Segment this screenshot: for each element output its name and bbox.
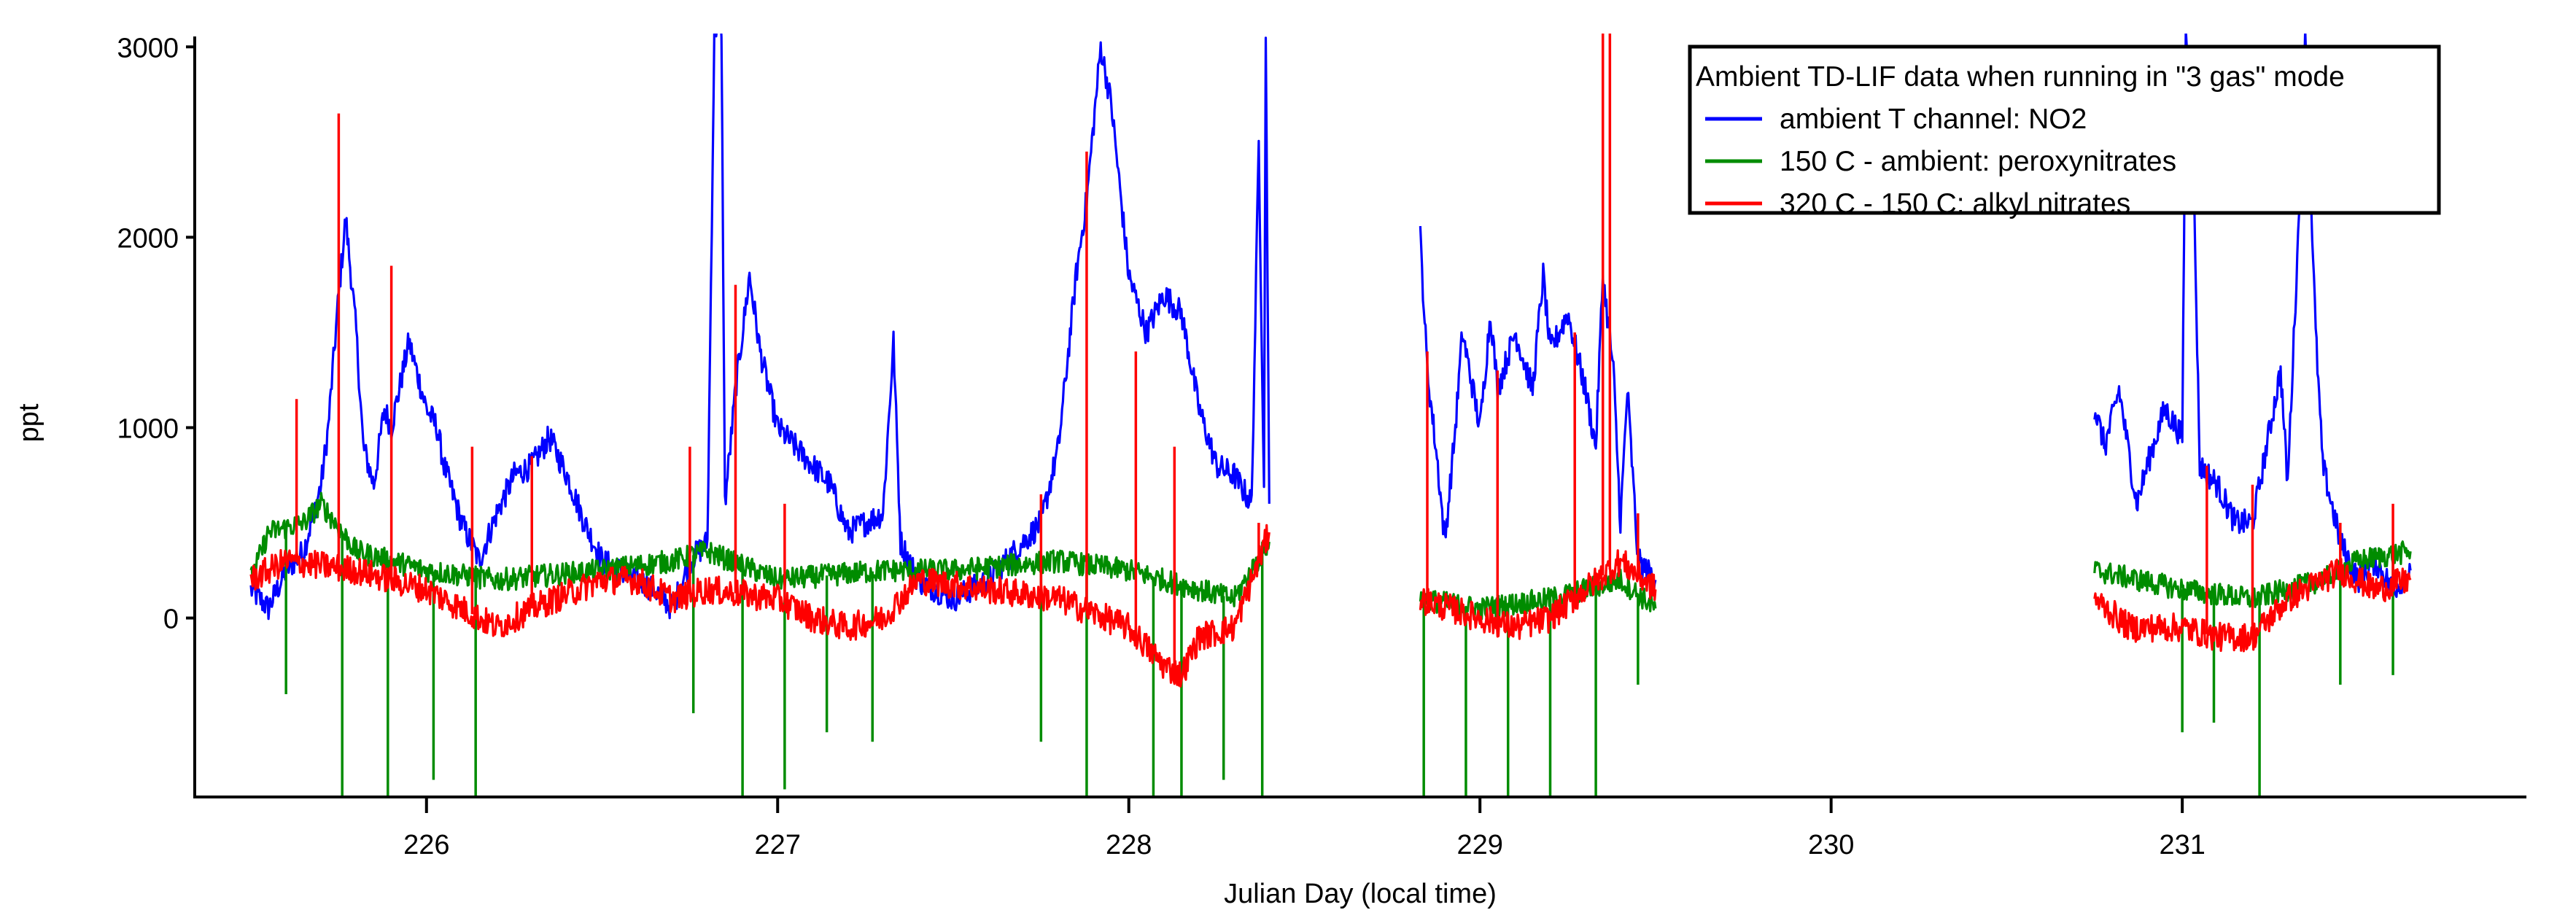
x-ticks: 226 227 228 229 230 231 [403,797,2205,860]
y-tick-label: 1000 [117,413,179,444]
x-tick-label: 228 [1106,830,1152,860]
series-line-alkyl-nitrates [249,524,1270,688]
series-alkyl-nitrates [249,34,2412,688]
x-tick-label: 227 [755,830,801,860]
legend-label: 320 C - 150 C: alkyl nitrates [1780,188,2130,219]
legend: Ambient TD-LIF data when running in "3 g… [1688,44,2441,219]
legend-title: Ambient TD-LIF data when running in "3 g… [1696,61,2345,93]
series-line-peroxynitrates [249,491,1270,607]
x-tick-label: 226 [403,830,449,860]
x-tick-label: 229 [1456,830,1502,860]
y-tick-label: 0 [163,604,179,635]
legend-box [1688,44,2441,215]
series-line-no2 [249,34,1270,621]
y-tick-label: 2000 [117,223,179,254]
y-tick-label: 3000 [117,33,179,63]
legend-label: 150 C - ambient: peroxynitrates [1780,146,2176,177]
x-tick-label: 231 [2159,830,2205,860]
series-layer [249,34,2412,797]
series-line-no2 [1419,226,1657,592]
series-line-alkyl-nitrates [1419,549,1657,640]
y-axis-label: ppt [14,403,44,442]
legend-label: ambient T channel: NO2 [1780,104,2087,135]
y-ticks: 0 1000 2000 3000 [117,33,195,635]
x-tick-label: 230 [1808,830,1854,860]
series-line-peroxynitrates [1419,568,1657,621]
series-peroxynitrates [249,491,2412,797]
x-axis-label: Julian Day (local time) [1224,879,1497,909]
